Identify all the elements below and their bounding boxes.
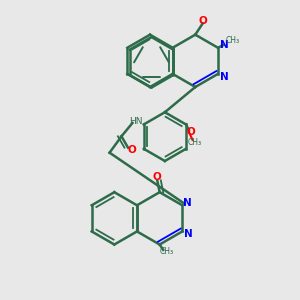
- Text: CH₃: CH₃: [160, 247, 174, 256]
- Text: CH₃: CH₃: [188, 138, 202, 147]
- Text: CH₃: CH₃: [225, 36, 239, 45]
- Text: N: N: [220, 40, 228, 50]
- Text: N: N: [184, 229, 193, 239]
- Text: O: O: [199, 16, 208, 26]
- Text: O: O: [127, 145, 136, 155]
- Text: N: N: [183, 198, 192, 208]
- Text: O: O: [152, 172, 161, 182]
- Text: N: N: [220, 72, 228, 82]
- Text: O: O: [186, 127, 195, 137]
- Text: HN: HN: [130, 117, 143, 126]
